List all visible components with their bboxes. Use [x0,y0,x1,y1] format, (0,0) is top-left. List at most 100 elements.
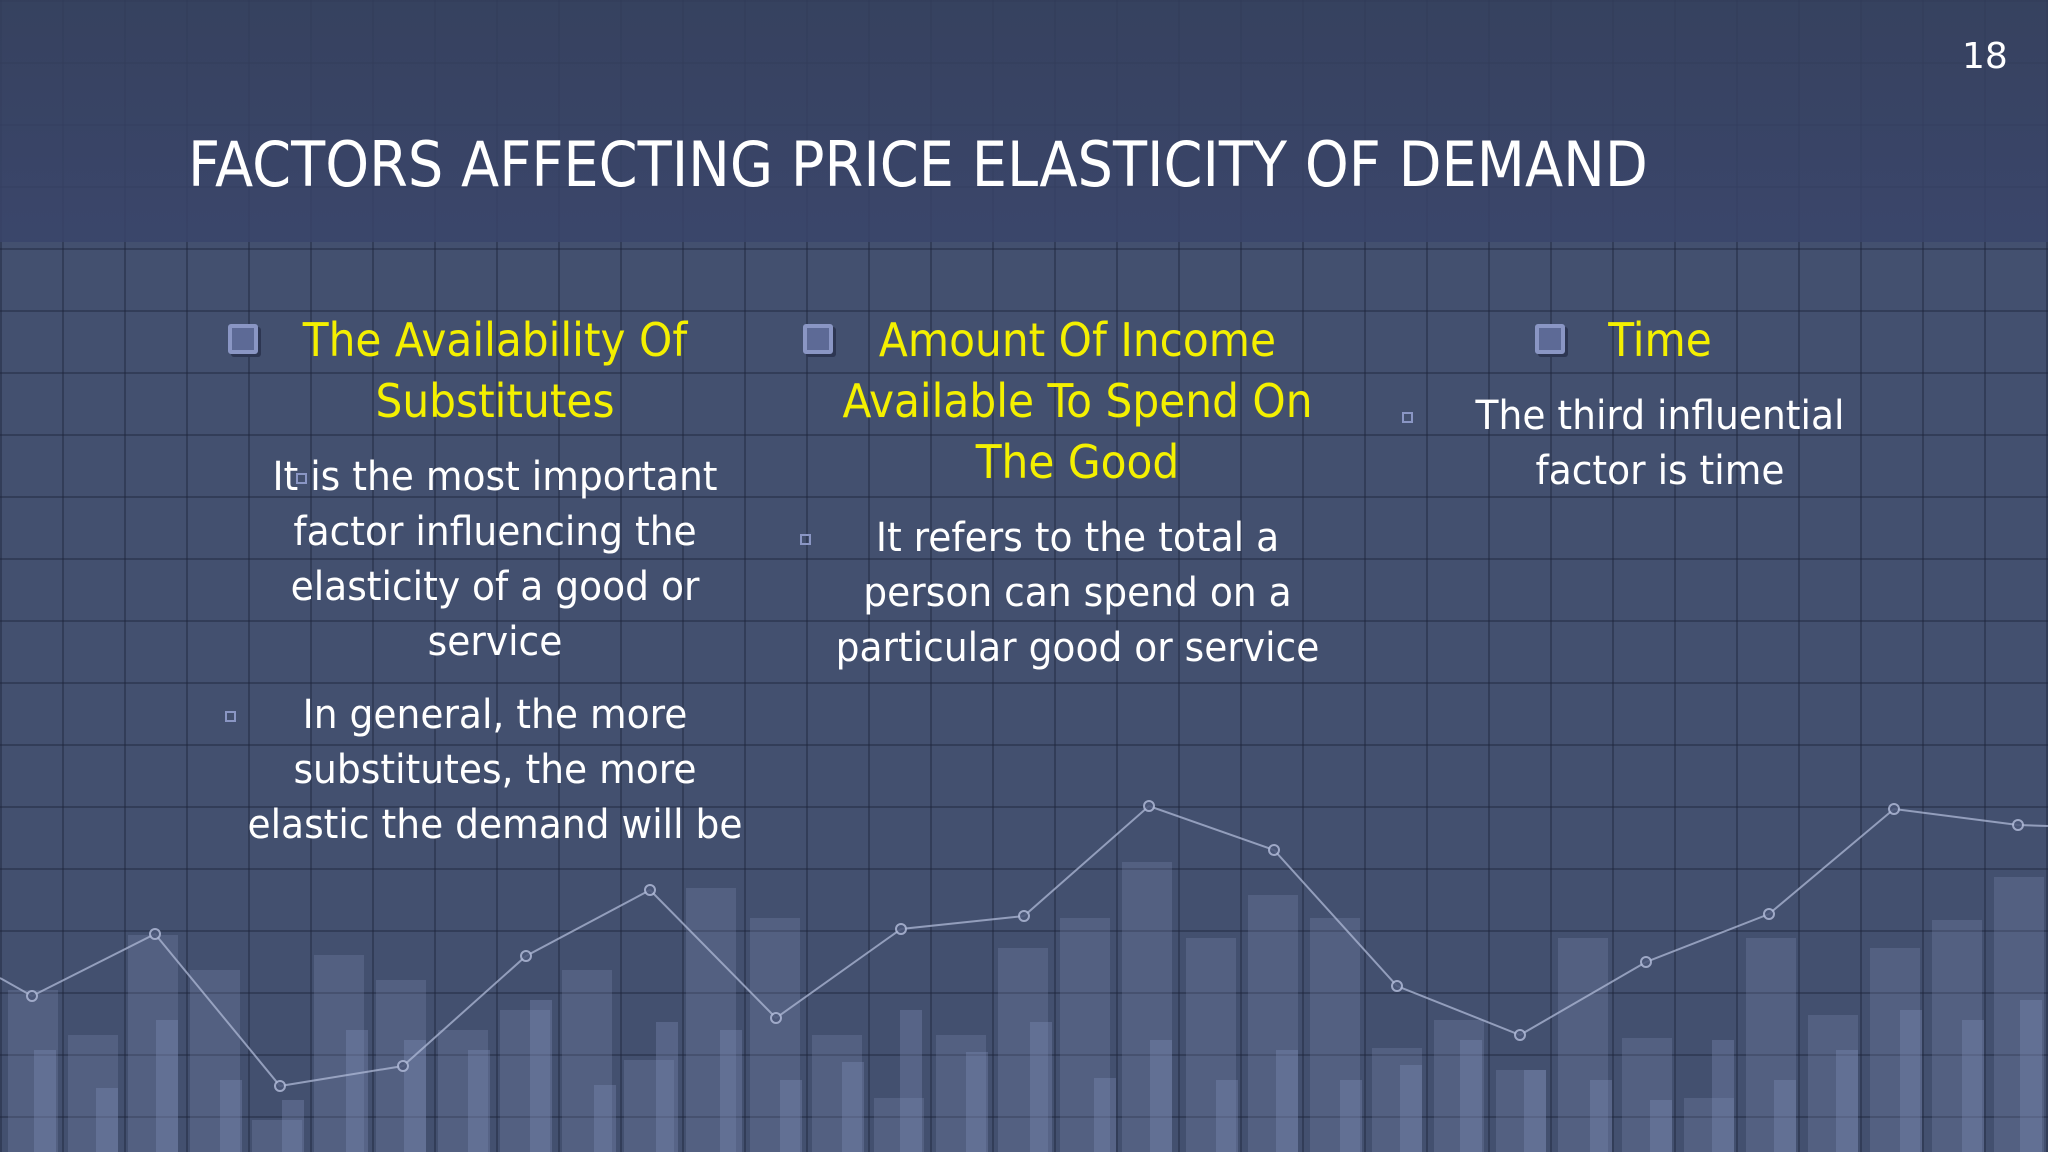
decorative-line-point [770,1012,782,1024]
bullet-text: The third influential factor is time [1475,393,1845,494]
decorative-line-point [1763,908,1775,920]
decorative-line-point [1888,803,1900,815]
decorative-bar [8,990,58,1152]
decorative-line-point [149,928,161,940]
decorative-bar [1622,1038,1672,1152]
decorative-bar [1248,895,1298,1152]
heading-row: The Availability Of Substitutes [225,310,765,432]
decorative-bar-thin [780,1080,802,1152]
decorative-bar [500,1010,550,1152]
decorative-bar-thin [1590,1080,1612,1152]
decorative-bar-thin [220,1080,242,1152]
decorative-bar-thin [346,1030,368,1152]
decorative-bar [1186,938,1236,1152]
bullet-item: The third influential factor is time [1400,389,1920,499]
decorative-bar [998,948,1048,1152]
decorative-bar [1496,1070,1546,1152]
decorative-bar-thin [966,1052,988,1152]
decorative-bar [1746,938,1796,1152]
heading-row: Amount Of Income Available To Spend On T… [800,310,1355,493]
decorative-bar-thin [156,1020,178,1152]
decorative-bar-thin [656,1022,678,1152]
decorative-bar [190,970,240,1152]
decorative-bar-thin [1900,1010,1922,1152]
decorative-bar-thin [1216,1080,1238,1152]
small-square-icon [800,534,811,545]
decorative-bar [1310,918,1360,1152]
decorative-bar-thin [900,1010,922,1152]
decorative-bar-thin [468,1050,490,1152]
decorative-bar-thin [1276,1050,1298,1152]
decorative-bar-thin [1400,1065,1422,1152]
decorative-bar [1808,1015,1858,1152]
decorative-line-point [1514,1029,1526,1041]
slide-title: FACTORS AFFECTING PRICE ELASTICITY OF DE… [188,128,1648,201]
decorative-bar [624,1060,674,1152]
decorative-bar-thin [404,1040,426,1152]
slide-number: 18 [1962,36,2008,77]
decorative-bar [562,970,612,1152]
decorative-bar [1372,1048,1422,1152]
decorative-bar-thin [34,1050,56,1152]
decorative-bar-thin [1460,1040,1482,1152]
decorative-bar [874,1098,924,1152]
decorative-line-point [1391,980,1403,992]
decorative-bar-thin [530,1000,552,1152]
decorative-line-point [274,1080,286,1092]
decorative-line-point [2012,819,2024,831]
decorative-line-point [1143,800,1155,812]
factor-column-time: Time The third influential factor is tim… [1400,310,1920,499]
decorative-bar [686,888,736,1152]
factor-column-substitutes: The Availability Of Substitutes It is th… [225,310,765,853]
decorative-line-point [1018,910,1030,922]
decorative-bar-thin [720,1030,742,1152]
decorative-bar [68,1035,118,1152]
decorative-bar [812,1035,862,1152]
bullet-text: It refers to the total a person can spen… [835,515,1320,671]
decorative-bar [252,1120,302,1152]
bullet-item: It is the most important factor influenc… [225,450,765,670]
checkbox-square-icon [228,324,258,354]
decorative-bar [936,1035,986,1152]
heading-row: Time [1400,310,1920,371]
decorative-bar-thin [1150,1040,1172,1152]
factor-heading: The Availability Of Substitutes [302,313,688,428]
decorative-bar [1122,862,1172,1152]
decorative-bar-thin [1340,1080,1362,1152]
checkbox-square-icon [1535,324,1565,354]
decorative-bar-thin [1030,1022,1052,1152]
decorative-line-point [397,1060,409,1072]
decorative-bar-thin [1094,1078,1116,1152]
decorative-bar-thin [1650,1100,1672,1152]
decorative-bar [1994,877,2044,1152]
decorative-line-point [895,923,907,935]
decorative-line-point [1640,956,1652,968]
decorative-bar [1870,948,1920,1152]
bullet-item: In general, the more substitutes, the mo… [225,688,765,853]
decorative-line-point [1268,844,1280,856]
decorative-bar-thin [1712,1040,1734,1152]
decorative-bar [1060,918,1110,1152]
decorative-bar-thin [282,1100,304,1152]
small-square-icon [1402,412,1413,423]
factor-heading: Amount Of Income Available To Spend On T… [842,313,1313,489]
decorative-bar [314,955,364,1152]
factor-column-income: Amount Of Income Available To Spend On T… [800,310,1355,676]
decorative-bar-thin [96,1088,118,1152]
decorative-bar [438,1030,488,1152]
decorative-bar [1932,920,1982,1152]
decorative-line-point [26,990,38,1002]
decorative-bar-thin [1836,1050,1858,1152]
small-square-icon [296,473,307,484]
small-square-icon [225,711,236,722]
checkbox-square-icon [803,324,833,354]
title-band [0,0,2048,242]
decorative-bar [1434,1020,1484,1152]
decorative-bar-thin [1774,1080,1796,1152]
decorative-bar-thin [2020,1000,2042,1152]
bullet-text: In general, the more substitutes, the mo… [247,692,743,848]
factor-heading: Time [1608,313,1712,367]
bullet-text: It is the most important factor influenc… [272,454,718,665]
